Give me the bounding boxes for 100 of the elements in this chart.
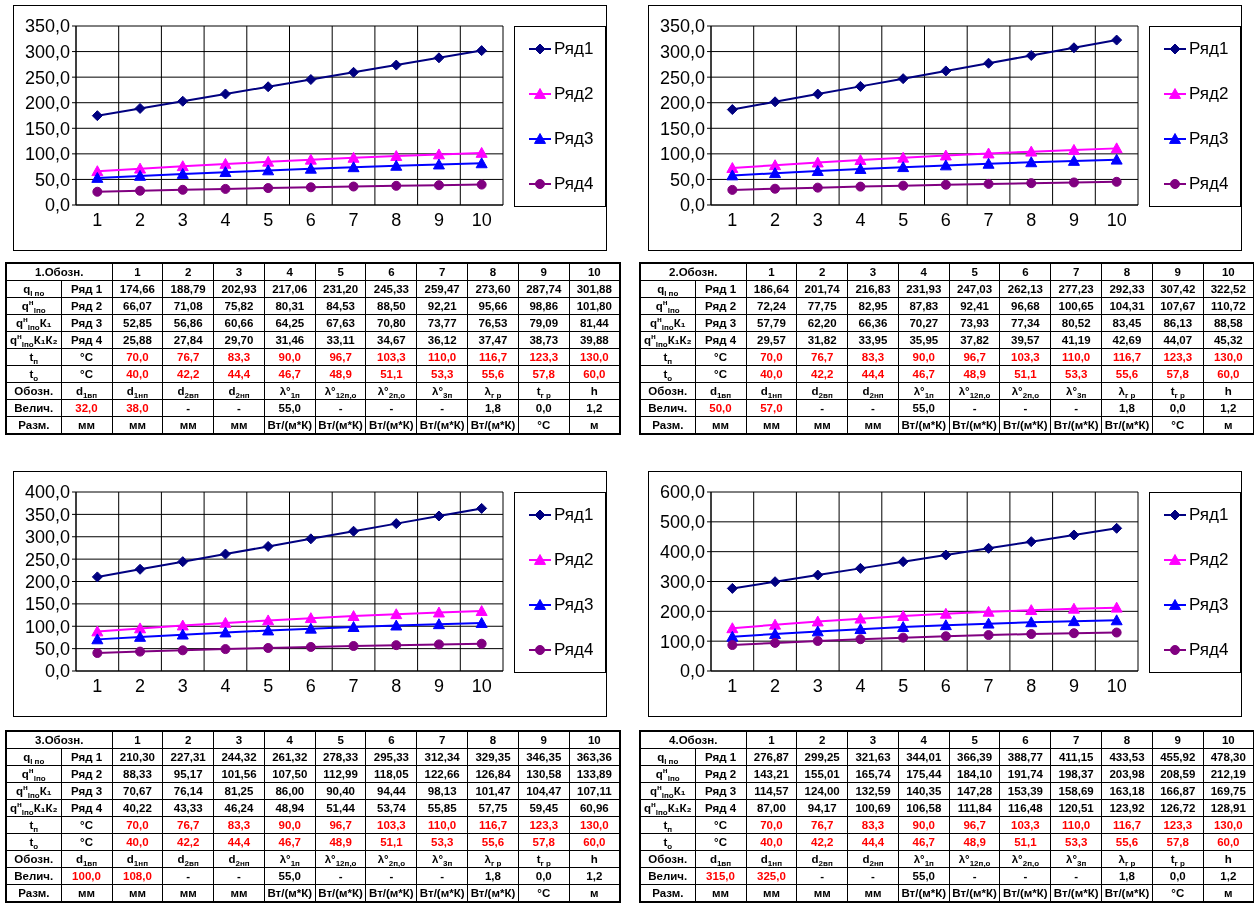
text: 60,0 bbox=[569, 365, 620, 383]
text: 0,0 bbox=[518, 399, 570, 417]
text: q$^{н}$$_{lпо}$К₁К₂ bbox=[640, 799, 695, 818]
text: 83,3 bbox=[213, 816, 265, 834]
text: 188,79 bbox=[162, 280, 214, 298]
text: λ°$_{2п,о}$ bbox=[365, 382, 417, 401]
text: 165,74 bbox=[847, 765, 899, 783]
text: 53,74 bbox=[365, 799, 417, 817]
text: 276,87 bbox=[746, 748, 797, 766]
x-tick-label: 2 bbox=[770, 209, 781, 230]
text: 57,8 bbox=[1152, 365, 1204, 383]
text: q$^{н}$$_{lпо}$К₁К₂ bbox=[6, 331, 61, 350]
text: 86,13 bbox=[1152, 314, 1204, 332]
text: 110,0 bbox=[416, 816, 468, 834]
text: d$_{2нп}$ bbox=[847, 382, 899, 401]
text: 90,0 bbox=[898, 348, 950, 366]
text: 43,33 bbox=[162, 799, 214, 817]
x-tick-label: 10 bbox=[471, 209, 492, 230]
text: Велич. bbox=[6, 867, 61, 885]
text: 55,0 bbox=[898, 399, 950, 417]
text: мм bbox=[695, 884, 746, 902]
text: 83,3 bbox=[213, 348, 265, 366]
text: 153,39 bbox=[999, 782, 1051, 800]
text: 81,44 bbox=[569, 314, 620, 332]
text: 287,74 bbox=[518, 280, 570, 298]
text: 261,32 bbox=[264, 748, 316, 766]
y-tick-label: 250,0 bbox=[659, 67, 705, 88]
text: 57,8 bbox=[518, 833, 570, 851]
text: 1,8 bbox=[1101, 399, 1153, 417]
text: q$_{l по}$ bbox=[640, 280, 695, 299]
text: 66,36 bbox=[847, 314, 899, 332]
text: 50,0 bbox=[695, 399, 746, 417]
x-tick-label: 4 bbox=[220, 209, 231, 230]
point bbox=[134, 563, 146, 575]
text: Вт/(м*К) bbox=[264, 416, 316, 434]
text: мм bbox=[213, 416, 265, 434]
x-tick-label: 3 bbox=[177, 209, 188, 230]
text: 259,47 bbox=[416, 280, 468, 298]
text: λ°$_{12п,о}$ bbox=[949, 382, 1000, 401]
category-label: 1 bbox=[768, 734, 775, 746]
y-tick-label: 0,0 bbox=[679, 661, 705, 682]
text: Ряд 3 bbox=[695, 314, 746, 332]
text: °C bbox=[695, 348, 746, 366]
point bbox=[432, 618, 445, 630]
category-label: 4 bbox=[920, 734, 927, 746]
text: 122,66 bbox=[416, 765, 468, 783]
point bbox=[347, 621, 360, 632]
point bbox=[305, 641, 316, 652]
text: 116,7 bbox=[467, 348, 519, 366]
text: 70,0 bbox=[746, 816, 797, 834]
x-tick-label: 3 bbox=[177, 675, 188, 696]
text: мм bbox=[746, 884, 797, 902]
text: 40,0 bbox=[112, 833, 163, 851]
point bbox=[176, 619, 189, 631]
text: h bbox=[569, 850, 620, 868]
x-tick-label: 8 bbox=[391, 675, 402, 696]
text: 123,3 bbox=[518, 348, 570, 366]
text: 42,2 bbox=[796, 833, 848, 851]
text: 64,25 bbox=[264, 314, 316, 332]
text: 46,7 bbox=[898, 365, 950, 383]
category-label: 3 bbox=[869, 266, 877, 278]
text: м bbox=[1203, 416, 1254, 434]
category-label: 6 bbox=[1022, 266, 1029, 278]
point bbox=[432, 606, 445, 618]
legend-label: Ряд2 bbox=[1189, 84, 1229, 105]
text: 90,0 bbox=[264, 348, 316, 366]
text: 1,8 bbox=[467, 867, 519, 885]
text: 292,33 bbox=[1101, 280, 1153, 298]
text: Ряд 3 bbox=[695, 782, 746, 800]
text: 46,7 bbox=[264, 365, 316, 383]
x-tick-label: 8 bbox=[1026, 675, 1037, 696]
text: °C bbox=[61, 365, 112, 383]
text: 1,2 bbox=[1203, 867, 1254, 885]
point bbox=[390, 518, 402, 530]
legend-label: Ряд1 bbox=[1189, 505, 1229, 526]
category-label: 6 bbox=[388, 734, 395, 746]
legend-label: Ряд4 bbox=[1189, 639, 1229, 660]
text: мм bbox=[112, 884, 163, 902]
x-tick-label: 9 bbox=[433, 209, 444, 230]
text: 55,6 bbox=[467, 833, 519, 851]
text: λ°$_{1п}$ bbox=[898, 850, 950, 869]
point bbox=[134, 630, 147, 642]
category-label: 7 bbox=[1072, 734, 1080, 746]
text: Ряд 1 bbox=[61, 280, 112, 298]
text: 273,60 bbox=[467, 280, 519, 298]
text: 124,00 bbox=[796, 782, 848, 800]
text: °C bbox=[61, 816, 112, 834]
text: 39,57 bbox=[999, 331, 1051, 349]
legend-label: Ряд4 bbox=[554, 173, 594, 194]
y-tick-label: 0,0 bbox=[44, 195, 70, 216]
y-tick-label: 50,0 bbox=[34, 639, 70, 660]
text: 29,57 bbox=[746, 331, 797, 349]
text: °C bbox=[1152, 884, 1204, 902]
text: 44,4 bbox=[213, 365, 265, 383]
category-label: 1 bbox=[768, 266, 775, 278]
point bbox=[304, 622, 317, 634]
text: 363,36 bbox=[569, 748, 620, 766]
text: 42,2 bbox=[162, 833, 214, 851]
text: 73,93 bbox=[949, 314, 1000, 332]
point bbox=[390, 608, 403, 620]
